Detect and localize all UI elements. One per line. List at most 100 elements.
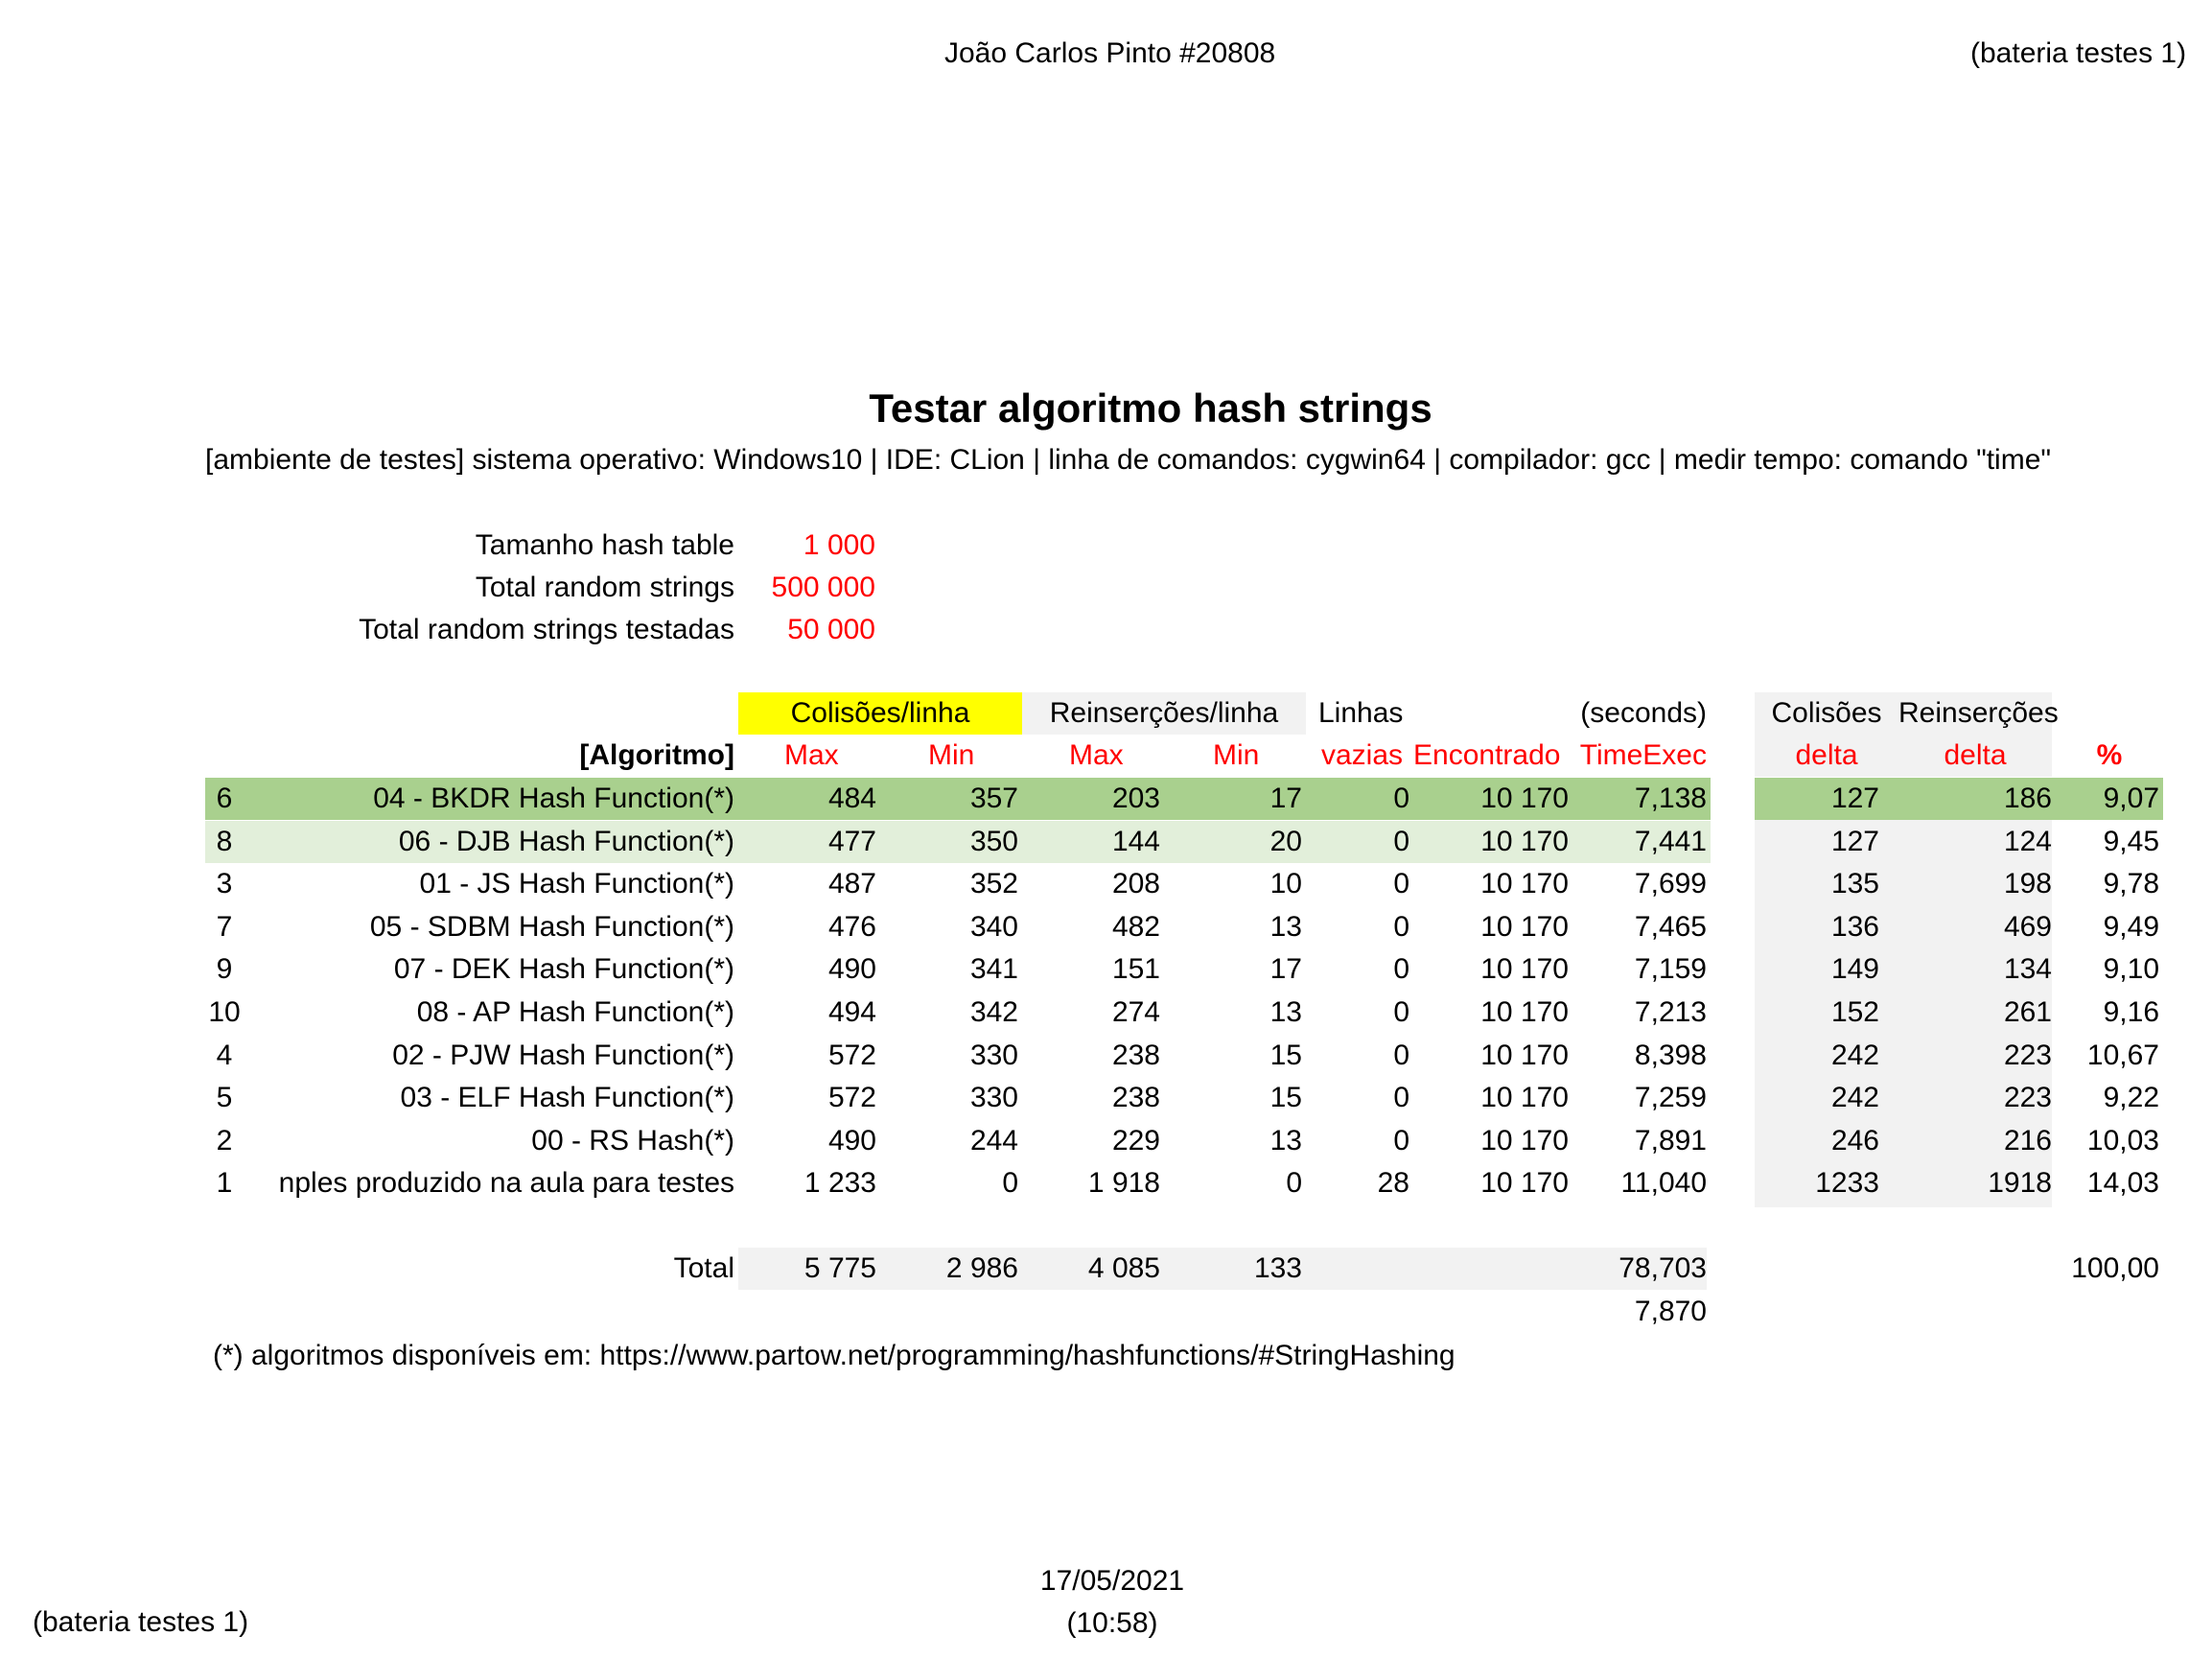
- col-header-reinsercoes-delta: delta: [1898, 735, 2052, 777]
- param-value: 1 000: [803, 529, 875, 561]
- row-reinsercoes-min: 17: [1269, 953, 1302, 986]
- param-label: Total random strings: [475, 572, 734, 603]
- row-reinsercoes-delta: 186: [2003, 783, 2052, 814]
- row-linhas-vazias: 0: [1393, 910, 1409, 943]
- col-header-colisoes-delta: delta: [1755, 735, 1898, 777]
- param-label: Tamanho hash table: [475, 529, 734, 561]
- row-linhas-vazias: 28: [1377, 1167, 1409, 1200]
- table-row: 4 02 - PJW Hash Function(*) 572 330 238 15 0 10…: [0, 1035, 2212, 1077]
- row-timeexec: 7,159: [1634, 953, 1707, 986]
- row-timeexec: 8,398: [1634, 1039, 1707, 1071]
- row-reinsercoes-max: 482: [1111, 910, 1160, 943]
- row-timeexec: 7,138: [1634, 783, 1707, 814]
- average-timeexec: 7,870: [1634, 1296, 1707, 1327]
- delta-columns-background: [1755, 820, 2052, 1207]
- row-reinsercoes-delta: 261: [2003, 996, 2052, 1028]
- row-reinsercoes-max: 229: [1111, 1124, 1160, 1157]
- row-colisoes-min: 0: [1002, 1167, 1018, 1200]
- table-row: 8 06 - DJB Hash Function(*) 477 350 144 20 0 10…: [0, 820, 2212, 863]
- col-header-vazias: vazias: [1321, 739, 1404, 771]
- total-grey-band: [738, 1248, 1707, 1290]
- table-row: 3 01 - JS Hash Function(*) 487 352 208 10 0 10 …: [0, 863, 2212, 905]
- row-rank: 7: [216, 910, 233, 943]
- row-highlight: [205, 778, 1711, 820]
- row-colisoes-min: 341: [969, 953, 1018, 986]
- row-highlight-right: [1755, 778, 2163, 820]
- total-reinsercoes-max: 4 085: [1087, 1252, 1160, 1284]
- row-reinsercoes-delta: 223: [2003, 1082, 2052, 1114]
- col-header-reinsercoes-max: Max: [1069, 739, 1124, 771]
- total-label: Total: [673, 1252, 734, 1284]
- row-reinsercoes-delta: 124: [2003, 825, 2052, 857]
- row-colisoes-max: 476: [827, 910, 876, 943]
- row-linhas-vazias: 0: [1393, 868, 1409, 900]
- row-colisoes-max: 477: [827, 825, 876, 857]
- row-colisoes-max: 484: [827, 783, 876, 814]
- row-encontrado: 10 170: [1480, 783, 1569, 814]
- row-colisoes-max: 572: [827, 1082, 876, 1114]
- row-rank: 4: [216, 1039, 233, 1071]
- row-timeexec: 11,040: [1620, 1167, 1707, 1200]
- row-linhas-vazias: 0: [1393, 1124, 1409, 1157]
- row-reinsercoes-max: 203: [1111, 783, 1160, 814]
- row-colisoes-delta: 149: [1830, 953, 1879, 986]
- row-colisoes-max: 487: [827, 868, 876, 900]
- row-timeexec: 7,465: [1634, 910, 1707, 943]
- row-colisoes-min: 340: [969, 910, 1018, 943]
- row-encontrado: 10 170: [1480, 1124, 1569, 1157]
- row-reinsercoes-min: 20: [1269, 825, 1302, 857]
- header-author: João Carlos Pinto #20808: [944, 37, 1276, 69]
- row-reinsercoes-min: 13: [1269, 1124, 1302, 1157]
- row-linhas-vazias: 0: [1393, 996, 1409, 1028]
- row-reinsercoes-min: 17: [1269, 783, 1302, 814]
- row-colisoes-max: 494: [827, 996, 876, 1028]
- row-algorithm-name: nples produzido na aula para testes: [278, 1167, 734, 1200]
- footer-battery: (bateria testes 1): [33, 1606, 249, 1638]
- total-timeexec: 78,703: [1618, 1252, 1707, 1284]
- row-timeexec: 7,891: [1634, 1124, 1707, 1157]
- row-encontrado: 10 170: [1480, 1167, 1569, 1200]
- row-timeexec: 7,213: [1634, 996, 1707, 1028]
- col-header-colisoes-min: Min: [928, 739, 975, 771]
- row-percent: 9,78: [2103, 868, 2159, 900]
- row-colisoes-delta: 127: [1830, 825, 1879, 857]
- row-reinsercoes-min: 0: [1286, 1167, 1302, 1200]
- row-rank: 10: [208, 996, 241, 1028]
- row-colisoes-delta: 1233: [1815, 1167, 1879, 1200]
- param-value: 50 000: [787, 614, 875, 645]
- col-header-colisoes-max: Max: [784, 739, 839, 771]
- row-reinsercoes-min: 10: [1269, 868, 1302, 900]
- row-linhas-vazias: 0: [1393, 783, 1409, 814]
- row-encontrado: 10 170: [1480, 1039, 1569, 1071]
- row-colisoes-min: 330: [969, 1082, 1018, 1114]
- table-row: 2 00 - RS Hash(*) 490 244 229 13 0 10 170 7,891 2…: [0, 1120, 2212, 1162]
- row-timeexec: 7,441: [1634, 825, 1707, 857]
- row-rank: 1: [216, 1167, 233, 1200]
- row-reinsercoes-max: 238: [1111, 1082, 1160, 1114]
- col-header-encontrado: Encontrado: [1413, 739, 1561, 771]
- col-header-algoritmo: [Algoritmo]: [579, 739, 734, 771]
- row-colisoes-delta: 152: [1830, 996, 1879, 1028]
- row-algorithm-name: 08 - AP Hash Function(*): [416, 996, 734, 1028]
- row-percent: 9,49: [2103, 910, 2159, 943]
- row-algorithm-name: 03 - ELF Hash Function(*): [400, 1082, 734, 1114]
- row-rank: 3: [216, 868, 233, 900]
- row-reinsercoes-max: 144: [1111, 825, 1160, 857]
- table-row: 10 08 - AP Hash Function(*) 494 342 274 13 0 10…: [0, 992, 2212, 1034]
- header-battery: (bateria testes 1): [1970, 37, 2187, 69]
- group-header-reinsercoes-delta: Reinserções: [1898, 692, 2059, 735]
- footer-date: 17/05/2021: [1039, 1565, 1185, 1597]
- row-algorithm-name: 00 - RS Hash(*): [531, 1124, 734, 1157]
- group-header-linhas: Linhas: [1318, 697, 1404, 729]
- row-reinsercoes-min: 15: [1269, 1039, 1302, 1071]
- row-algorithm-name: 06 - DJB Hash Function(*): [398, 825, 734, 857]
- total-colisoes-max: 5 775: [803, 1252, 876, 1284]
- row-rank: 8: [216, 825, 233, 857]
- group-header-reinsercoes: Reinserções/linha: [1022, 692, 1306, 735]
- row-linhas-vazias: 0: [1393, 1039, 1409, 1071]
- row-linhas-vazias: 0: [1393, 953, 1409, 986]
- table-row: 9 07 - DEK Hash Function(*) 490 341 151 17 0 10…: [0, 948, 2212, 991]
- row-reinsercoes-delta: 198: [2003, 868, 2052, 900]
- total-colisoes-min: 2 986: [945, 1252, 1018, 1284]
- row-encontrado: 10 170: [1480, 868, 1569, 900]
